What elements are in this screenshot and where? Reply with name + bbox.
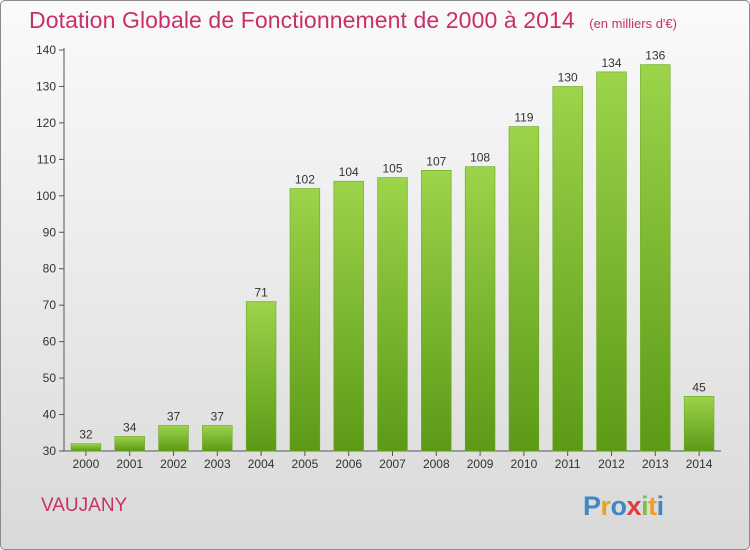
y-tick-label: 70	[43, 298, 57, 312]
y-tick-label: 50	[43, 371, 57, 385]
x-tick-label: 2000	[73, 457, 100, 471]
data-label: 119	[514, 111, 533, 125]
data-label: 104	[339, 165, 359, 179]
bar	[289, 188, 321, 452]
bars	[70, 64, 715, 452]
x-tick-label: 2005	[292, 457, 319, 471]
y-tick-label: 100	[36, 189, 56, 203]
y-tick-label: 80	[43, 262, 57, 276]
data-label: 34	[123, 420, 137, 434]
bar	[552, 86, 583, 452]
proxiti-logo: Proxiti	[583, 491, 664, 522]
bar	[70, 443, 102, 452]
logo-letter: t	[648, 491, 657, 521]
y-tick-label: 130	[36, 79, 56, 93]
logo-letter: i	[641, 491, 649, 521]
logo-letter: P	[583, 491, 601, 521]
data-label: 136	[645, 49, 665, 63]
logo-letter: i	[656, 491, 665, 521]
chart-title: Dotation Globale de Fonctionnement de 20…	[29, 7, 575, 33]
x-tick-label: 2010	[511, 457, 538, 471]
logo-letter: r	[600, 491, 612, 521]
bar	[464, 166, 496, 452]
y-tick-label: 40	[43, 408, 57, 422]
y-tick-label: 90	[43, 225, 57, 239]
x-tick-label: 2001	[116, 457, 143, 471]
bar	[202, 425, 233, 452]
x-tick-label: 2009	[467, 457, 494, 471]
bar	[245, 301, 277, 452]
x-tick-label: 2008	[423, 457, 450, 471]
y-tick-label: 110	[37, 152, 56, 166]
data-label: 102	[295, 173, 315, 187]
bar	[640, 64, 671, 452]
bar	[683, 396, 715, 452]
bar	[333, 180, 364, 452]
bar	[114, 436, 145, 452]
x-tick-label: 2003	[204, 457, 231, 471]
data-label: 134	[601, 56, 621, 70]
x-tick-label: 2007	[379, 457, 406, 471]
logo-letter: x	[626, 491, 642, 521]
data-label: 37	[167, 409, 181, 423]
location-label: VAUJANY	[41, 495, 128, 516]
chart-unit-note: (en milliers d'€)	[589, 16, 677, 31]
data-labels: 32 34 37 37 71 102 104 105 107 108 119 130 134 136 45	[79, 49, 706, 442]
bar	[377, 177, 408, 452]
y-tick-label: 120	[36, 116, 56, 130]
bar	[421, 170, 452, 452]
data-label: 71	[254, 286, 268, 300]
bar	[596, 71, 627, 452]
y-tick-label: 140	[36, 43, 56, 57]
y-tick-label: 60	[43, 335, 57, 349]
x-tick-label: 2002	[160, 457, 187, 471]
data-label: 130	[558, 70, 578, 84]
data-label: 105	[382, 162, 402, 176]
bar	[508, 126, 540, 452]
x-tick-label: 2012	[598, 457, 625, 471]
data-label: 107	[426, 154, 446, 168]
data-label: 108	[470, 151, 490, 165]
data-label: 45	[692, 380, 706, 394]
logo-letter: o	[610, 491, 628, 521]
x-tick-label: 2011	[555, 457, 581, 471]
x-tick-label: 2013	[642, 457, 669, 471]
data-label: 32	[79, 428, 93, 442]
axes: 30 40 50 60 70 80 90 100 110 120 130 140 2000 2001 200…	[36, 43, 721, 471]
title-row: Dotation Globale de Fonctionnement de 20…	[29, 7, 677, 34]
y-tick-label: 30	[43, 444, 57, 458]
data-label: 37	[211, 409, 225, 423]
bar	[158, 425, 189, 452]
x-tick-label: 2004	[248, 457, 275, 471]
x-tick-label: 2006	[335, 457, 362, 471]
x-tick-label: 2014	[686, 457, 713, 471]
